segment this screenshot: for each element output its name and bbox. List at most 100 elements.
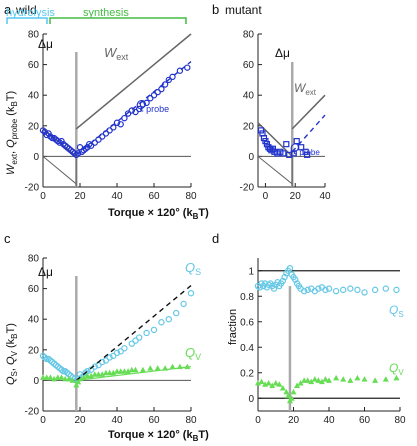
c-qv-point (75, 378, 82, 385)
d-xtick-label: 40 (323, 415, 335, 426)
a-qprobe-point (124, 110, 132, 117)
c-ylabel: QS, QV (kBT) (5, 323, 19, 385)
a-qprobe-point (113, 119, 121, 126)
c-qs-point (187, 289, 195, 297)
b-ytick-label: 20 (243, 121, 255, 132)
c-qs-point (106, 354, 113, 361)
d-qs-point (354, 286, 361, 294)
c-qs-point (150, 326, 158, 334)
c-xtick-label: 80 (185, 415, 197, 426)
d-qs-point (371, 286, 379, 294)
c-qs-point (117, 348, 124, 355)
c-qv-point (73, 381, 80, 388)
d-xtick-label: 0 (255, 415, 261, 426)
d-qs-point (332, 287, 340, 295)
d-qv-point (340, 376, 347, 382)
d-qv-point (393, 374, 400, 381)
d-qv-point (290, 388, 297, 395)
a-ytick-label: 80 (28, 30, 40, 41)
b-qprobe-point (283, 141, 290, 148)
d-qv-point (269, 382, 276, 388)
c-qv-point (65, 375, 72, 382)
a-qprobe-point (147, 95, 154, 102)
c-xtick-label: 40 (111, 415, 123, 426)
a-qprobe-point (169, 73, 176, 81)
d-qv-point (279, 385, 286, 391)
c-qs-point (98, 358, 106, 366)
panel-b-letter: b (212, 2, 219, 17)
panel-b-title: mutant (225, 3, 262, 17)
d-ytick-label: 1 (248, 266, 254, 277)
c-qv-point (132, 366, 139, 373)
a-qprobe-point (143, 99, 150, 107)
c-qv-fit (76, 366, 192, 381)
a-qprobe-point (132, 108, 139, 116)
d-qv-point (283, 388, 290, 395)
c-ytick-label: 80 (28, 254, 40, 265)
c-qv-point (125, 368, 132, 374)
a-qprobe-point (128, 107, 135, 114)
a-xtick-label: 60 (148, 191, 160, 202)
c-qv-point (110, 369, 117, 376)
a-ytick-label: 20 (28, 121, 40, 132)
a-wext-label: Wext (104, 45, 129, 62)
c-qs-point (121, 345, 128, 352)
panel-a-letter: a (4, 2, 12, 17)
panel-a-title: wild (15, 3, 37, 17)
c-qv-point (51, 375, 58, 382)
b-xtick-label: 0 (263, 191, 269, 202)
d-qv-point (322, 376, 329, 382)
c-ytick-label: 40 (28, 315, 40, 326)
d-qs-point (347, 285, 354, 292)
d-qv-point (347, 377, 354, 383)
c-qs-point (158, 319, 165, 326)
d-qs-point (322, 286, 329, 294)
synthesis-bracket (49, 17, 187, 24)
b-wext-right (291, 94, 326, 130)
a-ylabel: Wext, Qprobe (kBT) (5, 91, 19, 175)
c-qv-point (58, 374, 65, 380)
panel-d-chart: 0 20 40 60 80 0 0.2 0.4 0.6 0.8 1 (240, 258, 406, 426)
a-wext-right (75, 33, 192, 130)
d-xtick-label: 80 (394, 415, 406, 426)
a-qprobe-point (74, 150, 82, 157)
d-qv-point (304, 377, 311, 383)
d-qv-point (318, 378, 325, 385)
b-qprobe-point (304, 151, 311, 158)
d-qs-point (286, 265, 294, 272)
c-qs-point (132, 337, 139, 344)
d-xtick-label: 60 (359, 415, 371, 426)
c-qv-point (88, 372, 95, 379)
c-qv-point (99, 371, 106, 377)
d-qv-point (382, 376, 389, 382)
a-wext-lower (42, 156, 77, 185)
d-xtick-label: 20 (288, 415, 300, 426)
a-qprobe-point (165, 76, 172, 84)
b-qprobe-label: Qprobe (290, 141, 320, 157)
d-qv-point (308, 378, 315, 385)
c-qs-point (110, 352, 117, 360)
c-qv-point (69, 377, 76, 383)
a-q-probe-fit (75, 60, 192, 156)
b-deltamu-label: Δμ (275, 46, 290, 60)
d-qv-point (297, 379, 304, 386)
b-ytick-label: 60 (243, 60, 255, 71)
b-qprobe-point (280, 150, 287, 157)
d-qs-label: QS (389, 303, 404, 319)
c-q-s-fit (75, 285, 192, 381)
b-xtick-label: 40 (319, 191, 331, 202)
a-qprobe-point (117, 121, 124, 128)
d-qv-point (272, 379, 279, 386)
d-qv-point (354, 374, 361, 381)
a-qprobe-point (121, 114, 128, 122)
a-xlabel: Torque × 120° (kBT) (108, 207, 209, 221)
b-ytick-label: 0 (248, 152, 254, 163)
c-qv-point (47, 374, 54, 380)
d-qv-point (294, 382, 301, 388)
synthesis-label: synthesis (83, 7, 129, 19)
c-deltamu-label: Δμ (38, 265, 53, 279)
a-qprobe-point (184, 64, 191, 71)
c-ytick-label: 0 (33, 376, 39, 387)
